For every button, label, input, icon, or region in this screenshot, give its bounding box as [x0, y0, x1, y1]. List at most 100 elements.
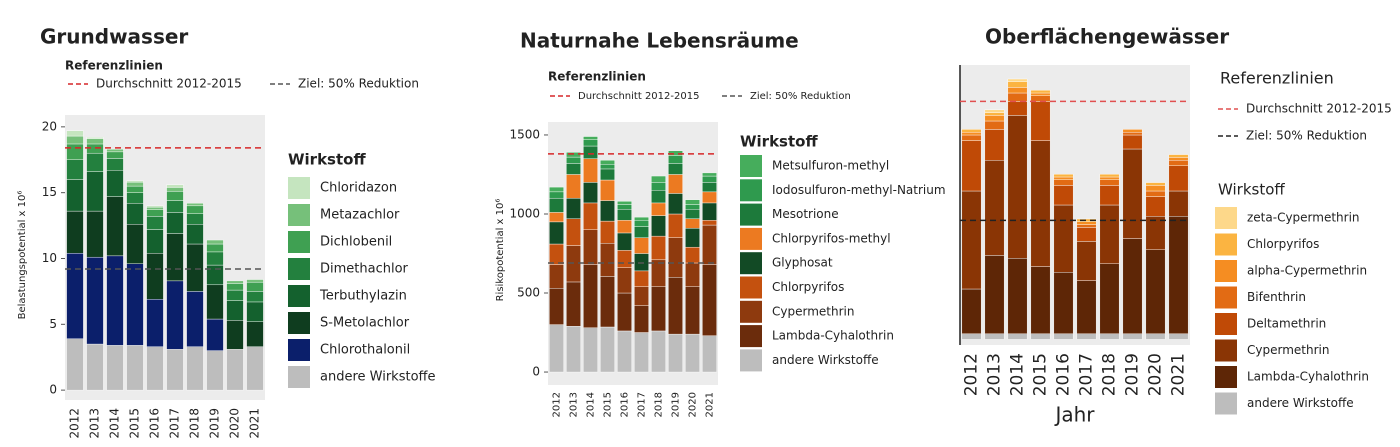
bar-segment: [600, 326, 615, 373]
bar-segment: [984, 333, 1005, 340]
bar-segment: [1145, 215, 1166, 250]
bar-segment: [1122, 148, 1143, 239]
bar-segment: [549, 243, 564, 265]
x-tick-label: 2012: [962, 353, 982, 396]
bar-segment: [126, 185, 144, 193]
bar-segment: [685, 204, 700, 210]
bar-segment: [685, 218, 700, 229]
legend-label: Chlorothalonil: [320, 343, 410, 358]
bar-segment: [1145, 196, 1166, 217]
x-axis-label: Jahr: [1053, 403, 1095, 427]
bar-segment: [1122, 134, 1143, 150]
bar-segment: [146, 253, 164, 300]
bar-segment: [566, 163, 581, 175]
legend-label: S-Metolachlor: [320, 316, 410, 331]
bar-segment: [617, 209, 632, 221]
bar-segment: [1099, 185, 1120, 206]
bar-segment: [126, 180, 144, 183]
legend-swatch: [288, 204, 310, 226]
x-tick-label: 2021: [248, 408, 262, 439]
x-tick-label: 2014: [1008, 353, 1028, 396]
legend-label: Cypermethrin: [772, 304, 854, 318]
legend-swatch: [288, 285, 310, 307]
legend-swatch: [1215, 286, 1237, 309]
bar-segment: [206, 318, 224, 351]
bar-segment: [583, 139, 598, 147]
bar-segment: [549, 212, 564, 223]
x-tick-label: 2012: [68, 408, 82, 439]
bar-segment: [961, 190, 982, 290]
legend-label: Iodosulfuron-methyl-Natrium: [772, 183, 946, 197]
bar-segment: [549, 288, 564, 325]
bar-segment: [146, 299, 164, 347]
bar-segment: [668, 193, 683, 215]
bar-segment: [685, 199, 700, 205]
bar-segment: [1168, 215, 1189, 334]
bar-segment: [126, 224, 144, 264]
x-tick-label: 2017: [637, 392, 648, 417]
chart-title: Naturnahe Lebensräume: [520, 29, 799, 53]
reference-legend-title: Referenzlinien: [1220, 69, 1334, 88]
legend-label: Chloridazon: [320, 181, 397, 196]
bar-segment: [106, 149, 124, 153]
bar-segment: [206, 243, 224, 253]
y-tick-label: 500: [517, 286, 540, 300]
reference-legend-label: Ziel: 50% Reduktion: [750, 91, 851, 102]
bar-segment: [617, 267, 632, 294]
legend-swatch: [1215, 233, 1237, 256]
bar-segment: [66, 135, 84, 145]
bar-segment: [549, 197, 564, 213]
x-tick-label: 2021: [1169, 353, 1189, 396]
bar-segment: [126, 192, 144, 204]
bar-segment: [600, 243, 615, 277]
bar-segment: [1076, 221, 1097, 225]
bar-segment: [206, 239, 224, 245]
bar-segment: [1030, 95, 1051, 102]
bar-segment: [1030, 92, 1051, 96]
bar-segment: [126, 263, 144, 346]
bar-segment: [206, 264, 224, 286]
legend-label: Chlorpyrifos-methyl: [772, 231, 891, 245]
bar-segment: [66, 130, 84, 137]
bar-segment: [66, 179, 84, 212]
bar-segment: [702, 175, 717, 183]
legend-label: Bifenthrin: [1247, 290, 1306, 304]
bar-segment: [106, 196, 124, 257]
legend-swatch: [740, 227, 762, 250]
legend-label: Chlorpyrifos: [1247, 237, 1319, 251]
bar-segment: [166, 200, 184, 213]
legend-swatch: [1215, 260, 1237, 282]
bar-segment: [668, 174, 683, 194]
bar-segment: [685, 209, 700, 219]
bar-segment: [617, 232, 632, 251]
y-tick-label: 20: [42, 119, 57, 133]
bar-segment: [984, 159, 1005, 256]
bar-segment: [1145, 249, 1166, 335]
bar-segment: [1007, 101, 1028, 116]
x-tick-label: 2015: [128, 408, 142, 439]
bar-segment: [651, 190, 666, 204]
bar-segment: [651, 330, 666, 373]
y-tick-label: 0: [532, 365, 540, 379]
bar-segment: [1099, 179, 1120, 186]
bar-segment: [549, 191, 564, 199]
bar-segment: [702, 172, 717, 177]
bar-segment: [66, 143, 84, 160]
legend-swatch: [740, 155, 762, 177]
bar-segment: [166, 191, 184, 201]
bar-segment: [166, 349, 184, 391]
bar-segment: [106, 170, 124, 197]
bar-segment: [1168, 333, 1189, 340]
legend-swatch: [1215, 339, 1237, 362]
bar-segment: [961, 134, 982, 141]
bar-segment: [1076, 280, 1097, 335]
bar-segment: [634, 226, 649, 238]
bar-segment: [86, 256, 104, 345]
bar-segment: [186, 224, 204, 245]
x-tick-label: 2013: [985, 353, 1005, 396]
bar-segment: [634, 332, 649, 373]
bar-segment: [634, 237, 649, 254]
bar-segment: [984, 115, 1005, 122]
legend-swatch: [1215, 392, 1237, 415]
bar-segment: [106, 345, 124, 391]
